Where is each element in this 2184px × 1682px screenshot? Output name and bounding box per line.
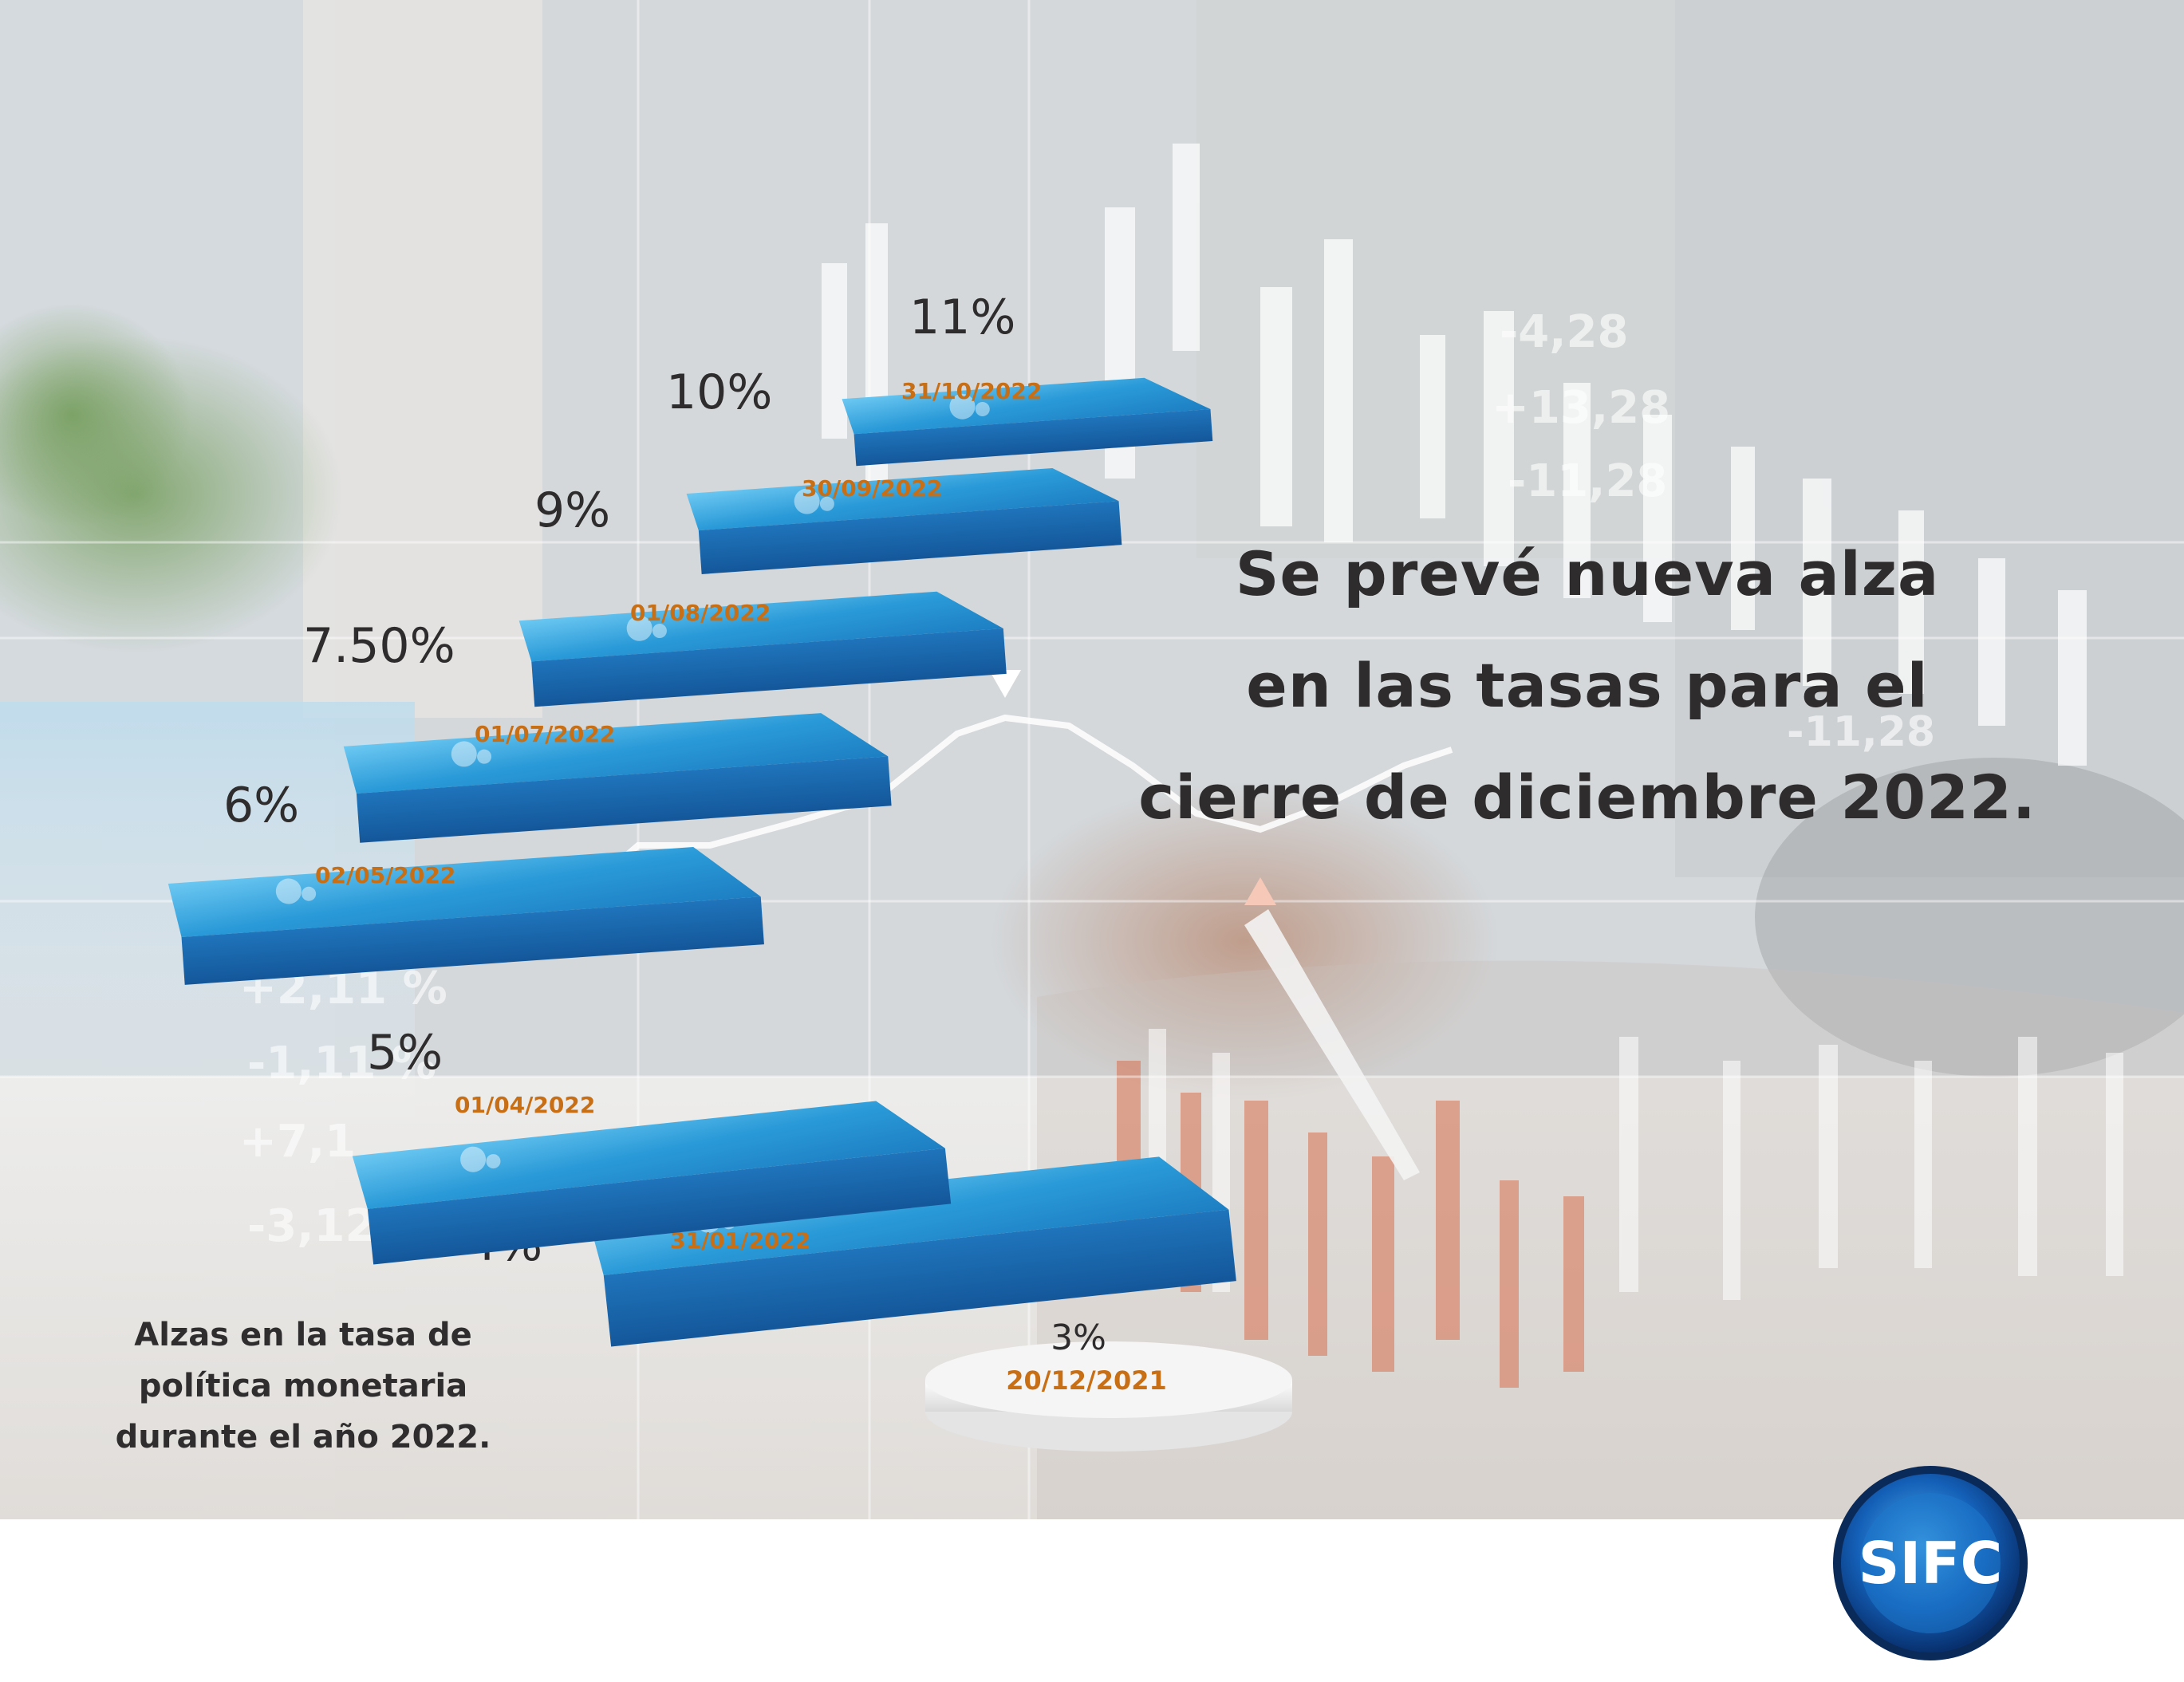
rate-bar <box>686 467 1122 574</box>
rate-value-label: 9% <box>534 483 610 538</box>
background-label: -1,11 % <box>247 1038 436 1089</box>
rate-value-label: 11% <box>909 290 1015 345</box>
infographic-canvas: -4,28 +13,28 -11,28 -11,28 +2,11 % -1,11… <box>0 0 2184 1519</box>
rate-date-label: 31/10/2022 <box>901 378 1042 404</box>
caption-line: política monetaria <box>138 1368 468 1404</box>
rate-date-label: 31/01/2022 <box>670 1227 810 1254</box>
rate-value-label: 10% <box>666 364 772 420</box>
rate-date-label: 20/12/2021 <box>1006 1365 1167 1396</box>
background-label: +7,1 <box>239 1116 356 1168</box>
background-label: -4,28 <box>1500 306 1628 358</box>
headline-line: cierre de diciembre 2022. <box>1138 762 2036 833</box>
headline-line: Se prevé nueva alza <box>1235 538 1940 609</box>
sifc-logo-text: SIFC <box>1858 1530 2003 1597</box>
sifc-logo <box>1833 1466 2028 1660</box>
rate-date-label: 01/04/2022 <box>455 1092 595 1118</box>
caption-line: Alzas en la tasa de <box>134 1317 472 1353</box>
rate-date-label: 30/09/2022 <box>802 475 942 502</box>
rate-value-label: 6% <box>223 778 299 833</box>
rate-bar <box>168 846 764 985</box>
rate-value-label: 7.50% <box>303 618 455 674</box>
rate-bar <box>352 1101 952 1265</box>
rate-bar <box>343 713 892 843</box>
rate-bar <box>842 377 1213 467</box>
rate-value-label: 3% <box>1051 1318 1106 1358</box>
caption-line: durante el año 2022. <box>115 1419 491 1456</box>
rate-bar-podium <box>925 1341 1292 1452</box>
background-label: -11,28 <box>1787 708 1935 756</box>
rate-date-label: 01/07/2022 <box>475 721 615 747</box>
background-financial-chart: -4,28 +13,28 -11,28 -11,28 +2,11 % -1,11… <box>0 0 2184 1519</box>
headline-line: en las tasas para el <box>1246 650 1929 721</box>
rate-staircase-chart: 3%20/12/20214%31/01/20225%01/04/20226%02… <box>168 290 1292 1452</box>
background-label: -11,28 <box>1508 455 1667 507</box>
rate-value-label: 5% <box>367 1025 443 1081</box>
rate-bar <box>518 591 1007 707</box>
rate-date-label: 01/08/2022 <box>630 600 771 626</box>
chart-caption: Alzas en la tasa de política monetaria d… <box>48 1310 558 1463</box>
rate-date-label: 02/05/2022 <box>315 862 455 888</box>
background-label: +13,28 <box>1492 382 1670 434</box>
headline: Se prevé nueva alza en las tasas para el… <box>1021 518 2154 853</box>
